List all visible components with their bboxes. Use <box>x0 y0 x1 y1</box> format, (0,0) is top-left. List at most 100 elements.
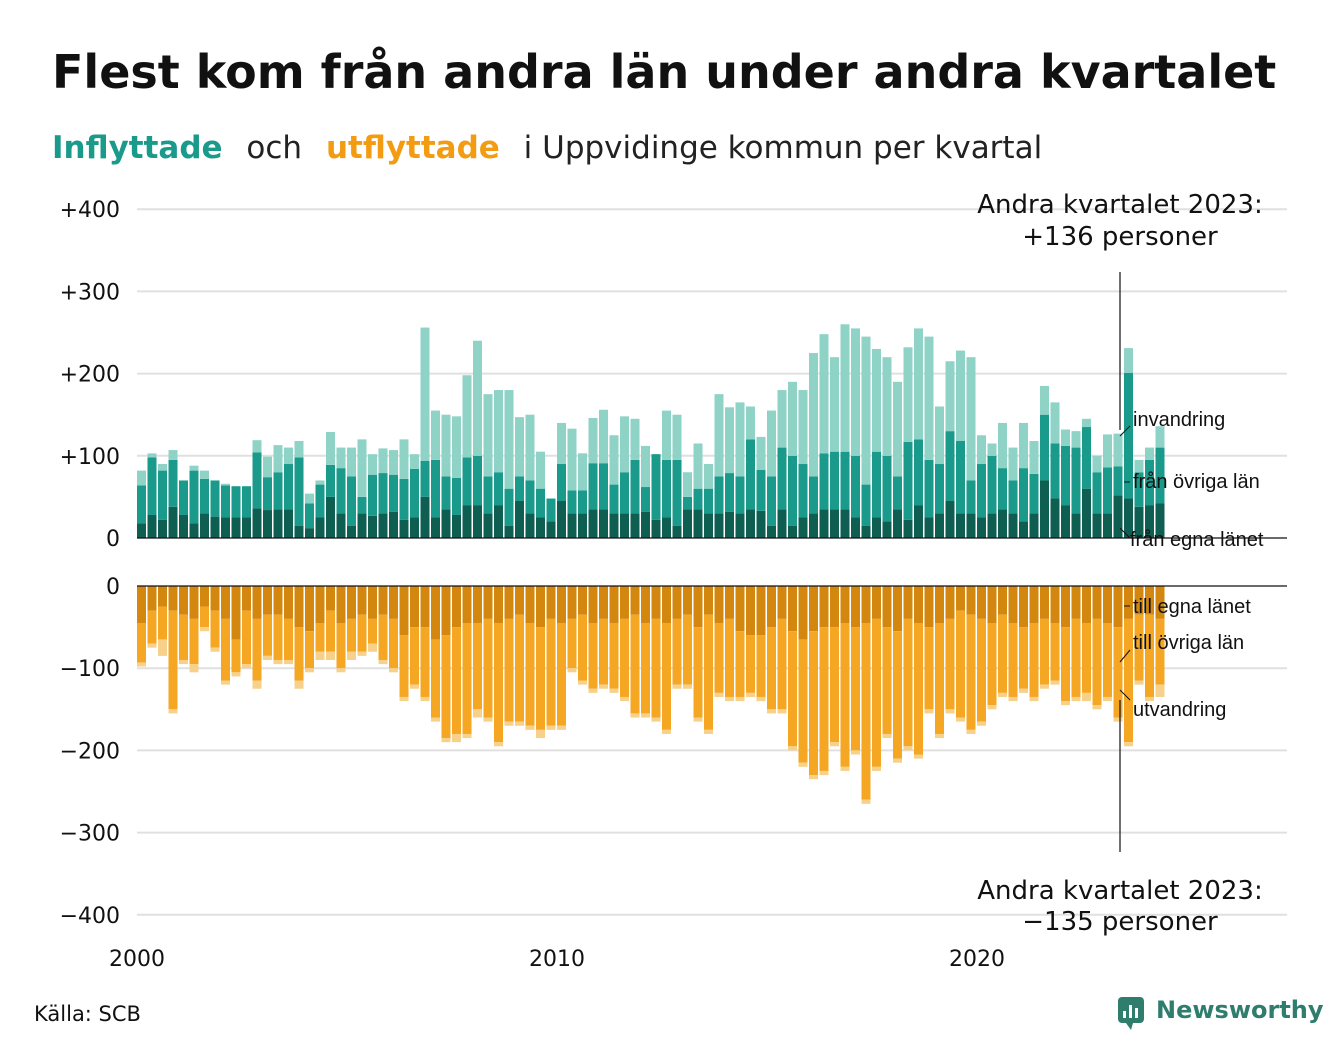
x-tick-label: 2010 <box>529 947 585 972</box>
label-till-egna-lanet: till egna länet <box>1133 596 1251 618</box>
bar-in-egna-lanet <box>168 506 178 538</box>
bar-out-ovriga-lan <box>410 627 419 685</box>
bar-in-egna-lanet <box>441 509 451 538</box>
bar-in-ovriga-lan <box>662 459 671 518</box>
bar-out-utvandring <box>977 721 986 726</box>
bar-out-utvandring <box>525 725 535 730</box>
bar-in-egna-lanet <box>1082 488 1091 538</box>
bar-in-ovriga-lan <box>462 457 472 506</box>
bar-out-utvandring <box>1113 717 1123 722</box>
bars-utflyttade <box>137 586 1165 804</box>
bar-in-invandring <box>714 394 724 477</box>
bar-in-invandring <box>966 357 976 481</box>
bar-in-ovriga-lan <box>1061 445 1070 506</box>
bar-in-egna-lanet <box>158 519 167 538</box>
bar-out-egna-lanet <box>1019 586 1028 628</box>
bar-out-egna-lanet <box>504 586 514 619</box>
bar-in-egna-lanet <box>861 525 871 538</box>
bar-in-invandring <box>158 464 167 471</box>
bar-out-ovriga-lan <box>798 639 808 763</box>
bar-out-utvandring <box>798 762 808 767</box>
bar-in-invandring <box>798 390 808 465</box>
bar-out-egna-lanet <box>347 586 356 619</box>
bar-in-ovriga-lan <box>242 486 251 518</box>
bar-out-ovriga-lan <box>378 614 388 660</box>
bar-in-invandring <box>221 483 230 486</box>
bar-in-invandring <box>284 447 293 465</box>
bar-in-egna-lanet <box>630 513 640 538</box>
bar-in-ovriga-lan <box>1092 472 1102 514</box>
bar-out-utvandring <box>851 750 860 755</box>
bar-out-ovriga-lan <box>861 622 871 800</box>
bar-out-egna-lanet <box>525 586 535 623</box>
bar-in-invandring <box>1103 434 1112 468</box>
bar-out-egna-lanet <box>935 586 944 623</box>
bar-in-invandring <box>882 357 892 456</box>
bar-out-utvandring <box>336 668 346 673</box>
bar-out-ovriga-lan <box>693 627 703 718</box>
bar-in-invandring <box>998 422 1007 469</box>
y-tick-label-top: 0 <box>106 527 120 552</box>
bar-out-egna-lanet <box>1155 586 1165 619</box>
bar-in-invandring <box>252 440 262 453</box>
bar-out-ovriga-lan <box>735 631 745 697</box>
bar-in-invandring <box>588 417 598 464</box>
bar-out-egna-lanet <box>1134 586 1144 615</box>
bar-out-utvandring <box>704 729 713 734</box>
bar-out-egna-lanet <box>1029 586 1039 623</box>
bar-out-ovriga-lan <box>756 635 766 697</box>
bar-in-ovriga-lan <box>1113 466 1123 496</box>
leader-utvandring <box>1119 689 1131 701</box>
bar-in-ovriga-lan <box>588 463 598 510</box>
bar-out-egna-lanet <box>1113 586 1123 628</box>
bar-out-utvandring <box>1050 680 1060 685</box>
y-tick-label-bottom: 0 <box>106 575 120 600</box>
bar-out-ovriga-lan <box>924 627 934 710</box>
bar-in-ovriga-lan <box>452 477 461 515</box>
bar-in-egna-lanet <box>284 509 293 538</box>
bar-in-ovriga-lan <box>326 464 335 497</box>
bar-out-utvandring <box>830 742 839 747</box>
bar-out-ovriga-lan <box>483 618 493 718</box>
annotation-top-line2: +136 personer <box>1022 222 1218 252</box>
bar-in-ovriga-lan <box>998 468 1007 510</box>
bar-out-egna-lanet <box>431 586 440 640</box>
bar-in-invandring <box>662 410 671 460</box>
bar-in-egna-lanet <box>872 517 881 538</box>
bar-out-utvandring <box>483 717 493 722</box>
bar-in-egna-lanet <box>252 508 262 538</box>
bar-in-ovriga-lan <box>1040 414 1049 481</box>
bar-out-utvandring <box>231 672 241 677</box>
bar-in-invandring <box>557 422 566 465</box>
bar-in-egna-lanet <box>315 517 325 538</box>
bar-in-invandring <box>620 416 629 473</box>
bar-out-egna-lanet <box>693 586 703 628</box>
bar-out-utvandring <box>756 696 766 702</box>
bar-out-ovriga-lan <box>210 610 220 648</box>
bar-in-ovriga-lan <box>1029 473 1039 514</box>
bar-in-egna-lanet <box>557 501 566 538</box>
bar-out-egna-lanet <box>231 586 241 640</box>
bar-out-egna-lanet <box>882 586 892 628</box>
bar-out-utvandring <box>273 659 283 665</box>
bar-in-invandring <box>704 464 713 489</box>
bar-out-egna-lanet <box>315 586 325 623</box>
bar-in-egna-lanet <box>263 510 272 538</box>
bar-out-egna-lanet <box>977 586 986 619</box>
bar-out-ovriga-lan <box>830 627 839 743</box>
bar-out-utvandring <box>914 754 923 759</box>
bar-out-ovriga-lan <box>609 622 619 689</box>
bar-out-ovriga-lan <box>872 618 881 767</box>
bar-out-utvandring <box>1092 705 1102 710</box>
bar-in-ovriga-lan <box>179 480 188 515</box>
bar-in-egna-lanet <box>756 510 766 538</box>
bar-in-invandring <box>599 409 608 464</box>
bar-out-ovriga-lan <box>273 614 283 660</box>
bar-out-egna-lanet <box>263 586 272 615</box>
bar-in-ovriga-lan <box>599 463 608 510</box>
bar-in-invandring <box>1071 431 1081 448</box>
bar-in-egna-lanet <box>935 513 944 538</box>
bar-in-ovriga-lan <box>389 474 398 512</box>
bar-out-ovriga-lan <box>1029 622 1039 697</box>
bar-in-ovriga-lan <box>903 441 913 520</box>
